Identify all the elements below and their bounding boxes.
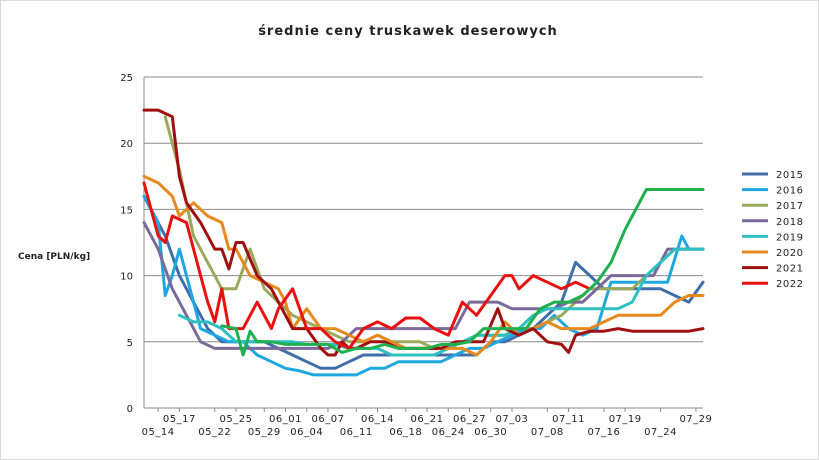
legend-label-2018: 2018 [776,217,803,228]
x-tick-label: 07_29 [679,414,712,425]
x-tick-label: 06_04 [290,427,323,438]
series-line-2021 [142,108,705,357]
legend: 2015 2016 2017 2018 2019 2020 2021 2022 [742,170,803,290]
x-tick-label: 06_27 [453,414,486,425]
y-tick-label: 15 [120,205,133,216]
legend-label-2022: 2022 [776,279,803,290]
x-tick-label: 06_21 [411,414,444,425]
legend-label-2021: 2021 [776,264,803,275]
x-tick-label: 06_07 [311,414,344,425]
x-tick-label: 05_22 [198,427,231,438]
grid-lines [144,76,703,343]
legend-label-2020: 2020 [776,248,803,259]
x-tick-label: 06_01 [269,414,302,425]
x-tick-label: 06_11 [340,427,373,438]
x-tick-label: 07_24 [644,427,677,438]
x-tick-label: 07_19 [609,414,642,425]
x-tick-label: 07_08 [531,427,564,438]
x-tick-label: 06_30 [474,427,507,438]
series-line-2022 [142,181,592,350]
x-tick-labels: 05_17 05_25 06_01 06_07 06_14 06_21 06_27 07_03… [142,408,712,438]
legend-label-2015: 2015 [776,170,803,181]
chart-title: średnie ceny truskawek deserowych [258,24,558,39]
x-tick-label: 06_14 [361,414,394,425]
x-tick-label: 07_11 [552,414,585,425]
x-tick-label: 07_16 [587,427,620,438]
y-tick-label: 10 [120,272,133,283]
x-tick-label: 05_25 [220,414,253,425]
y-tick-label: 20 [120,139,133,150]
legend-label-2017: 2017 [776,201,803,212]
x-tick-label: 05_14 [142,427,175,438]
x-tick-label: 05_29 [248,427,281,438]
y-tick-labels: 0 5 10 15 20 25 [120,73,133,415]
series-line-2018 [142,221,705,350]
series-line-2019 [220,188,705,357]
legend-label-2019: 2019 [776,232,803,243]
y-tick-label: 5 [127,338,133,349]
y-axis-label: Cena [PLN/kg] [18,252,90,262]
x-tick-label: 05_17 [163,414,196,425]
x-tick-label: 06_24 [432,427,465,438]
series-line-2016 [142,194,705,377]
y-tick-label: 25 [120,73,133,84]
axes [143,77,703,409]
y-tick-label: 0 [127,404,133,415]
x-tick-label: 07_03 [495,414,528,425]
legend-label-2016: 2016 [776,186,803,197]
x-tick-label: 06_18 [389,427,422,438]
series-lines [142,108,705,377]
